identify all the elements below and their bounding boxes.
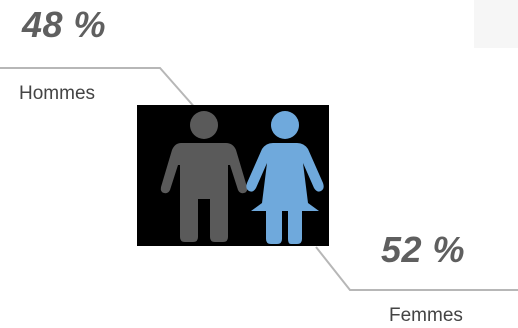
men-label: Hommes [19, 83, 96, 104]
male-person-icon [160, 111, 248, 242]
women-percentage: 52 % [381, 229, 466, 270]
men-percentage: 48 % [22, 4, 107, 45]
female-person-icon [246, 111, 324, 244]
background-panel [474, 0, 518, 48]
figures-svg [137, 105, 329, 246]
gender-figures [137, 105, 329, 246]
women-label: Femmes [389, 305, 463, 326]
